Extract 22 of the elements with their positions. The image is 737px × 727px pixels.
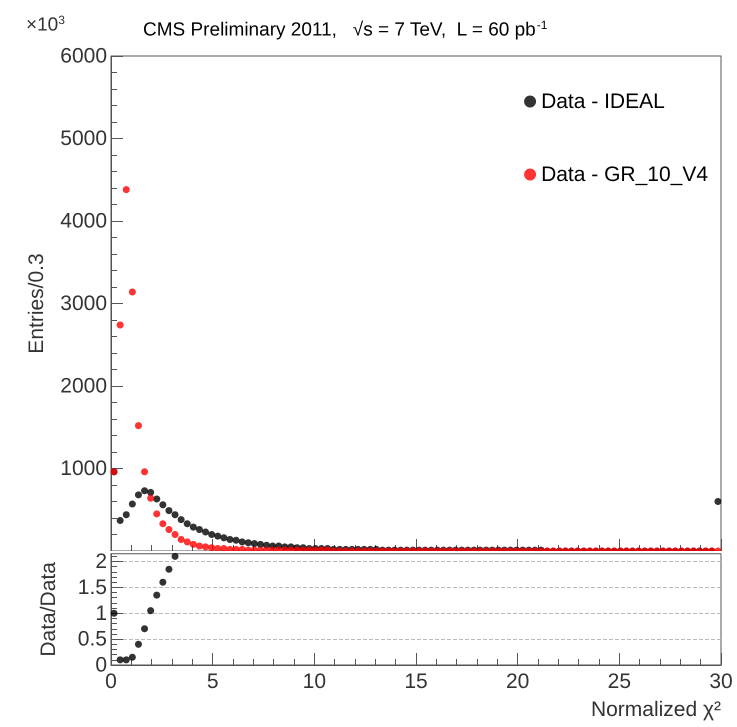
legend-label: Data - GR_10_V4 bbox=[541, 163, 708, 186]
y-tick-label: 2 bbox=[95, 550, 107, 573]
y-axis-title: Entries/0.3 bbox=[25, 253, 48, 354]
y-tick-label: 4000 bbox=[60, 210, 107, 232]
y-tick-label: 1 bbox=[95, 602, 107, 625]
y-tick-label: 6000 bbox=[60, 44, 107, 68]
x-tick-label: 30 bbox=[709, 670, 733, 693]
y-tick-label: 0 bbox=[95, 654, 107, 676]
x-tick-label: 25 bbox=[608, 670, 632, 693]
x-tick-label: 10 bbox=[302, 670, 326, 693]
y-tick-label: 3000 bbox=[60, 292, 107, 315]
x-axis-title: Normalized χ² bbox=[590, 698, 721, 721]
legend-label: Data - IDEAL bbox=[541, 90, 665, 113]
y-axis-title: Data/Data bbox=[37, 562, 60, 657]
y-tick-label: 1.5 bbox=[78, 576, 107, 599]
y-tick-label: 0.5 bbox=[78, 628, 107, 651]
x-tick-label: 15 bbox=[404, 670, 428, 693]
x-tick-label: 5 bbox=[206, 670, 219, 693]
y-tick-label: 2000 bbox=[60, 374, 107, 398]
y-tick-label: 1000 bbox=[60, 457, 107, 480]
y-tick-label: 5000 bbox=[60, 127, 107, 150]
x-tick-label: 20 bbox=[506, 670, 530, 693]
